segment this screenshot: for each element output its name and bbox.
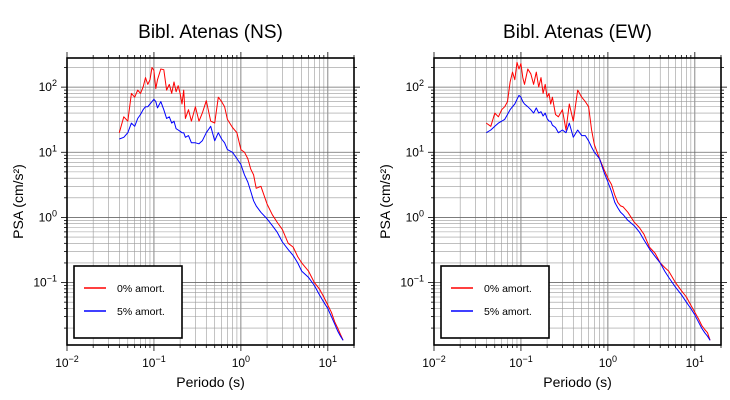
chart-panel-2: 10−2 10−1 100 101 10−1 100 101 102 Bibl. Atenas … (377, 22, 727, 390)
x-axis-label: Periodo (s) (176, 374, 244, 390)
x-tick-label: 10−2 (55, 354, 79, 370)
series-line-red (118, 67, 344, 341)
grid (66, 58, 355, 345)
x-tick-label: 101 (686, 354, 704, 370)
legend: 0% amort. 5% amort. (440, 265, 550, 339)
y-axis-label: PSA (cm/s²) (377, 164, 393, 239)
x-tick-label: 101 (319, 354, 337, 370)
plot-frame (433, 57, 722, 346)
legend-label: 0% amort. (484, 283, 532, 295)
chart-panel-1: 10−2 10−1 100 101 10−1 100 101 102 Bibl. Atenas … (10, 22, 360, 390)
series-line-blue (119, 98, 344, 341)
x-axis-label: Periodo (s) (543, 374, 611, 390)
x-tick-label: 100 (599, 354, 617, 370)
x-tick-label: 10−1 (509, 354, 533, 370)
y-tick-label: 100 (406, 208, 424, 224)
series-line-red (486, 61, 711, 341)
legend: 0% amort. 5% amort. (73, 265, 183, 339)
x-tick-label: 10−2 (422, 354, 446, 370)
y-tick-label: 101 (39, 143, 57, 159)
chart-title: Bibl. Atenas (NS) (138, 22, 283, 43)
x-tick-label: 10−1 (142, 354, 166, 370)
y-tick-label: 10−1 (400, 274, 424, 290)
y-tick-label: 101 (406, 143, 424, 159)
chart-title: Bibl. Atenas (EW) (503, 22, 652, 43)
y-tick-label: 102 (39, 78, 57, 94)
legend-box (73, 265, 183, 339)
plot-frame (66, 57, 355, 346)
y-tick-label: 102 (406, 78, 424, 94)
legend-box (440, 265, 550, 339)
legend-label: 0% amort. (117, 283, 165, 295)
y-axis-label: PSA (cm/s²) (10, 164, 26, 239)
legend-label: 5% amort. (484, 306, 532, 318)
y-tick-label: 100 (39, 208, 57, 224)
series-line-blue (486, 94, 711, 341)
x-tick-label: 100 (232, 354, 250, 370)
legend-label: 5% amort. (117, 306, 165, 318)
y-tick-label: 10−1 (33, 274, 57, 290)
